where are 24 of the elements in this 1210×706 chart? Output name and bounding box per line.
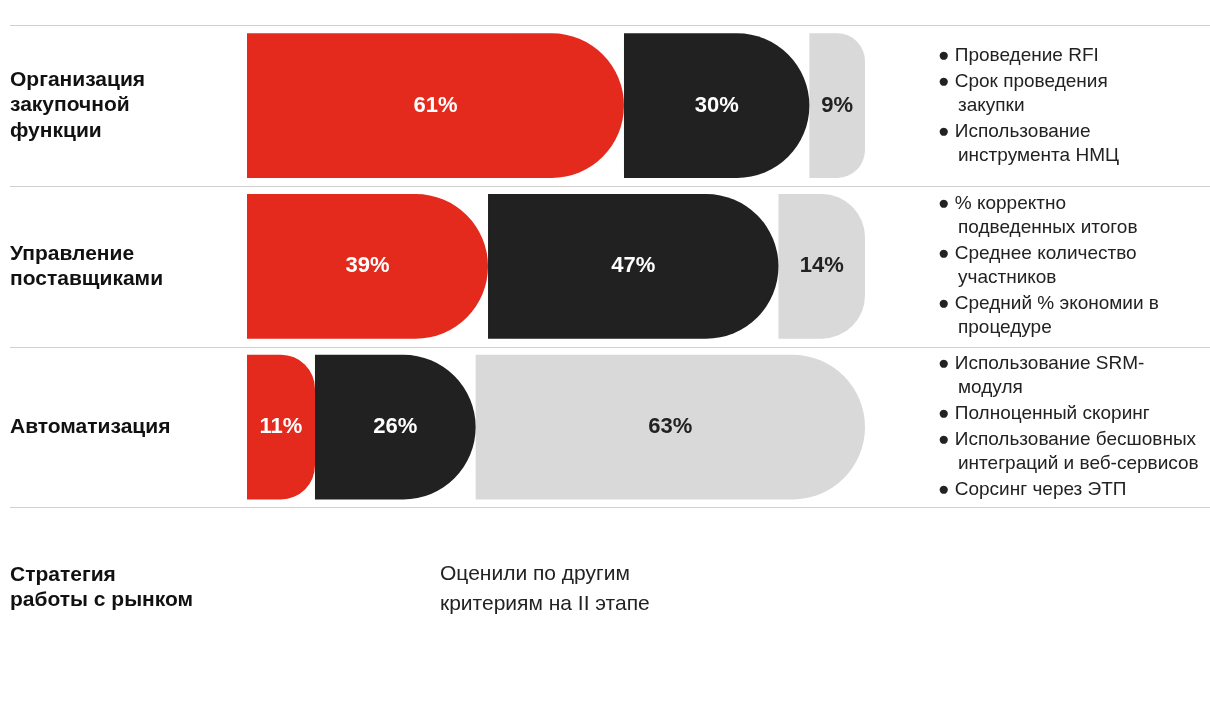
bar — [488, 193, 779, 339]
data-label: 63% — [648, 413, 693, 439]
data-label: 9% — [821, 91, 854, 117]
bar — [475, 354, 865, 500]
bar — [247, 193, 489, 339]
data-label: 30% — [694, 91, 739, 117]
data-label: 14% — [799, 252, 844, 278]
y-tick-label: Автоматизация — [10, 413, 171, 437]
y-tick-label: Организация закупочной функции — [10, 67, 146, 141]
data-label: 61% — [413, 91, 458, 117]
bar — [778, 193, 865, 339]
data-label: 11% — [259, 413, 303, 439]
data-label: 39% — [345, 252, 390, 278]
bar — [809, 33, 865, 178]
text: ● Проведение RFI ● Срок проведения закупки ● Использование инструмента НМЦ — [938, 42, 1120, 167]
y-tick-label: Стратегия работы с рынком — [10, 562, 194, 611]
annotation: Оценили по другим критериям на II этапе — [440, 559, 651, 616]
bar — [247, 354, 315, 500]
data-label: 26% — [373, 413, 418, 439]
bar — [247, 33, 624, 178]
text: ● Использование SRM-модуля ● Полноценный скоринг ● Использование бесшовных интеграций и веб-сервисов ● Сорсинг через ЭТП — [938, 351, 1200, 502]
data-label: 47% — [611, 252, 656, 278]
y-tick-label: Управление поставщиками — [10, 240, 164, 289]
text: ● % корректно подведенных итогов ● Среднее количество участников ● Средний % экономии в процедуре — [938, 191, 1160, 340]
